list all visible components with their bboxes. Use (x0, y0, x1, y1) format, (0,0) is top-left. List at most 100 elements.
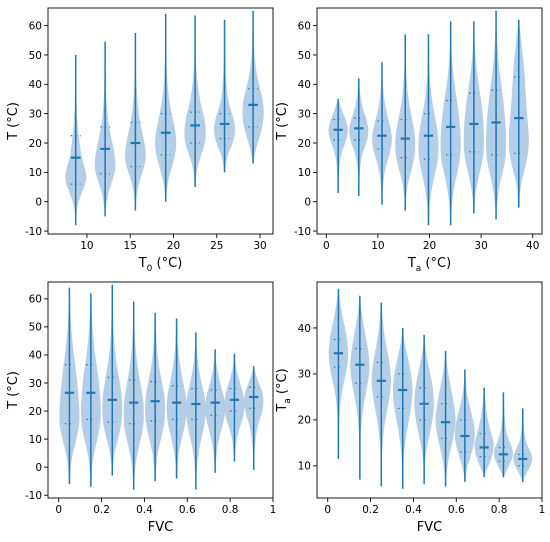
y-tick-label: 60 (29, 294, 42, 306)
x-axis-label: Ta (°C) (407, 256, 451, 274)
y-axis-label: T (°C) (275, 102, 290, 141)
y-axis-label-unit: (°C) (6, 102, 21, 132)
violin-8 (485, 10, 507, 220)
y-tick-label: 30 (298, 108, 311, 120)
y-tick-label: 20 (29, 138, 42, 150)
x-axis-label-unit: (°C) (421, 256, 451, 271)
violin-4 (395, 34, 416, 211)
x-tick-label: 0.4 (405, 504, 422, 516)
violin-7 (185, 332, 206, 490)
violin-6 (435, 350, 456, 487)
violin-9 (493, 392, 513, 478)
x-tick-label: 0.4 (136, 504, 153, 516)
y-tick-label: 0 (304, 197, 311, 209)
violin-7 (454, 369, 475, 482)
y-tick-label: 0 (35, 197, 42, 209)
x-tick-label: 0 (323, 240, 330, 252)
x-tick-label: 40 (526, 240, 539, 252)
x-tick-label: 30 (253, 240, 266, 252)
y-tick-label: 10 (29, 167, 42, 179)
violin-6 (166, 318, 187, 479)
violin-9 (508, 19, 529, 208)
violin-5 (145, 312, 166, 482)
violin-8 (474, 387, 494, 478)
y-tick-label: 10 (298, 167, 311, 179)
y-axis-label: Ta (°C) (275, 368, 293, 412)
violin-1 (328, 98, 348, 193)
violin-7 (242, 10, 264, 164)
x-tick-label: 10 (371, 240, 384, 252)
violin-1 (328, 288, 349, 459)
violin-5 (414, 334, 434, 485)
y-tick-label: 20 (29, 406, 42, 418)
x-tick-label: 10 (80, 240, 93, 252)
y-tick-label: 40 (298, 79, 311, 91)
x-tick-label: 20 (423, 240, 436, 252)
violin-1 (59, 287, 80, 484)
x-tick-label: 0.6 (448, 504, 465, 516)
y-tick-label: 30 (29, 108, 42, 120)
violin-10 (243, 366, 264, 470)
x-tick-label: 15 (124, 240, 137, 252)
y-tick-label: 50 (29, 50, 42, 62)
y-tick-label: 20 (298, 415, 311, 427)
y-tick-label: -10 (25, 490, 42, 502)
x-axis-label-main: T (407, 256, 416, 271)
violin-4 (392, 327, 413, 489)
subplot-4: 0 0.2 0.4 0.6 0.8 1 10 20 30 40 FVC Ta (°C) (275, 281, 545, 535)
y-axis-label-unit: (°C) (6, 371, 21, 401)
plot-frame (47, 281, 274, 499)
x-tick-label: 30 (474, 240, 487, 252)
violin-9 (224, 353, 245, 462)
y-axis-label-main: T (6, 132, 21, 141)
y-tick-label: 40 (29, 79, 42, 91)
x-tick-label: 0.2 (93, 504, 110, 516)
y-tick-label: -10 (294, 226, 311, 238)
y-tick-label: 40 (29, 350, 42, 362)
x-tick-label: 0.8 (222, 504, 239, 516)
x-axis-label-unit: (°C) (152, 256, 182, 271)
violin-2 (94, 41, 116, 217)
y-tick-label: 50 (29, 322, 42, 334)
violin-2 (80, 293, 101, 487)
x-tick-label: 0.6 (179, 504, 196, 516)
x-axis-label-subscript: 0 (147, 264, 153, 274)
y-axis-label-unit: (°C) (275, 368, 290, 398)
y-axis-label-main: T (275, 132, 290, 141)
y-axis-label-unit: (°C) (275, 102, 290, 132)
y-axis-label: T (°C) (6, 102, 21, 141)
violin-3 (102, 284, 123, 476)
subplot-3: 0 0.2 0.4 0.6 0.8 1 -10 0 10 20 30 40 50 60 FVC T (°C) (6, 281, 277, 535)
violin-4 (155, 13, 177, 202)
x-tick-label: 1 (270, 504, 277, 516)
y-axis-label-subscript: a (283, 398, 293, 404)
violin-3 (124, 32, 146, 211)
y-tick-label: 40 (298, 323, 311, 335)
plot-frame (47, 7, 274, 235)
y-axis-label: T (°C) (6, 371, 21, 410)
y-tick-label: 20 (298, 138, 311, 150)
violin-10 (513, 408, 533, 482)
violin-3 (371, 302, 391, 487)
y-tick-label: -10 (25, 226, 42, 238)
y-tick-label: 0 (35, 462, 42, 474)
violin-8 (205, 349, 226, 473)
y-tick-label: 30 (298, 369, 311, 381)
violin-3 (372, 62, 392, 205)
x-tick-label: 0.2 (362, 504, 379, 516)
violin-5 (418, 34, 439, 226)
x-tick-label: 20 (167, 240, 180, 252)
y-axis-label-main: T (6, 401, 21, 410)
violin-6 (213, 19, 236, 173)
x-tick-label: 25 (210, 240, 223, 252)
x-axis-label-main: T (138, 256, 147, 271)
y-axis-label-main: T (275, 404, 290, 413)
x-axis-label-main: FVC (417, 520, 442, 535)
violin-6 (440, 21, 461, 226)
violin-5 (184, 15, 206, 188)
x-axis-label: FVC (148, 520, 173, 535)
violin-1 (65, 54, 87, 226)
